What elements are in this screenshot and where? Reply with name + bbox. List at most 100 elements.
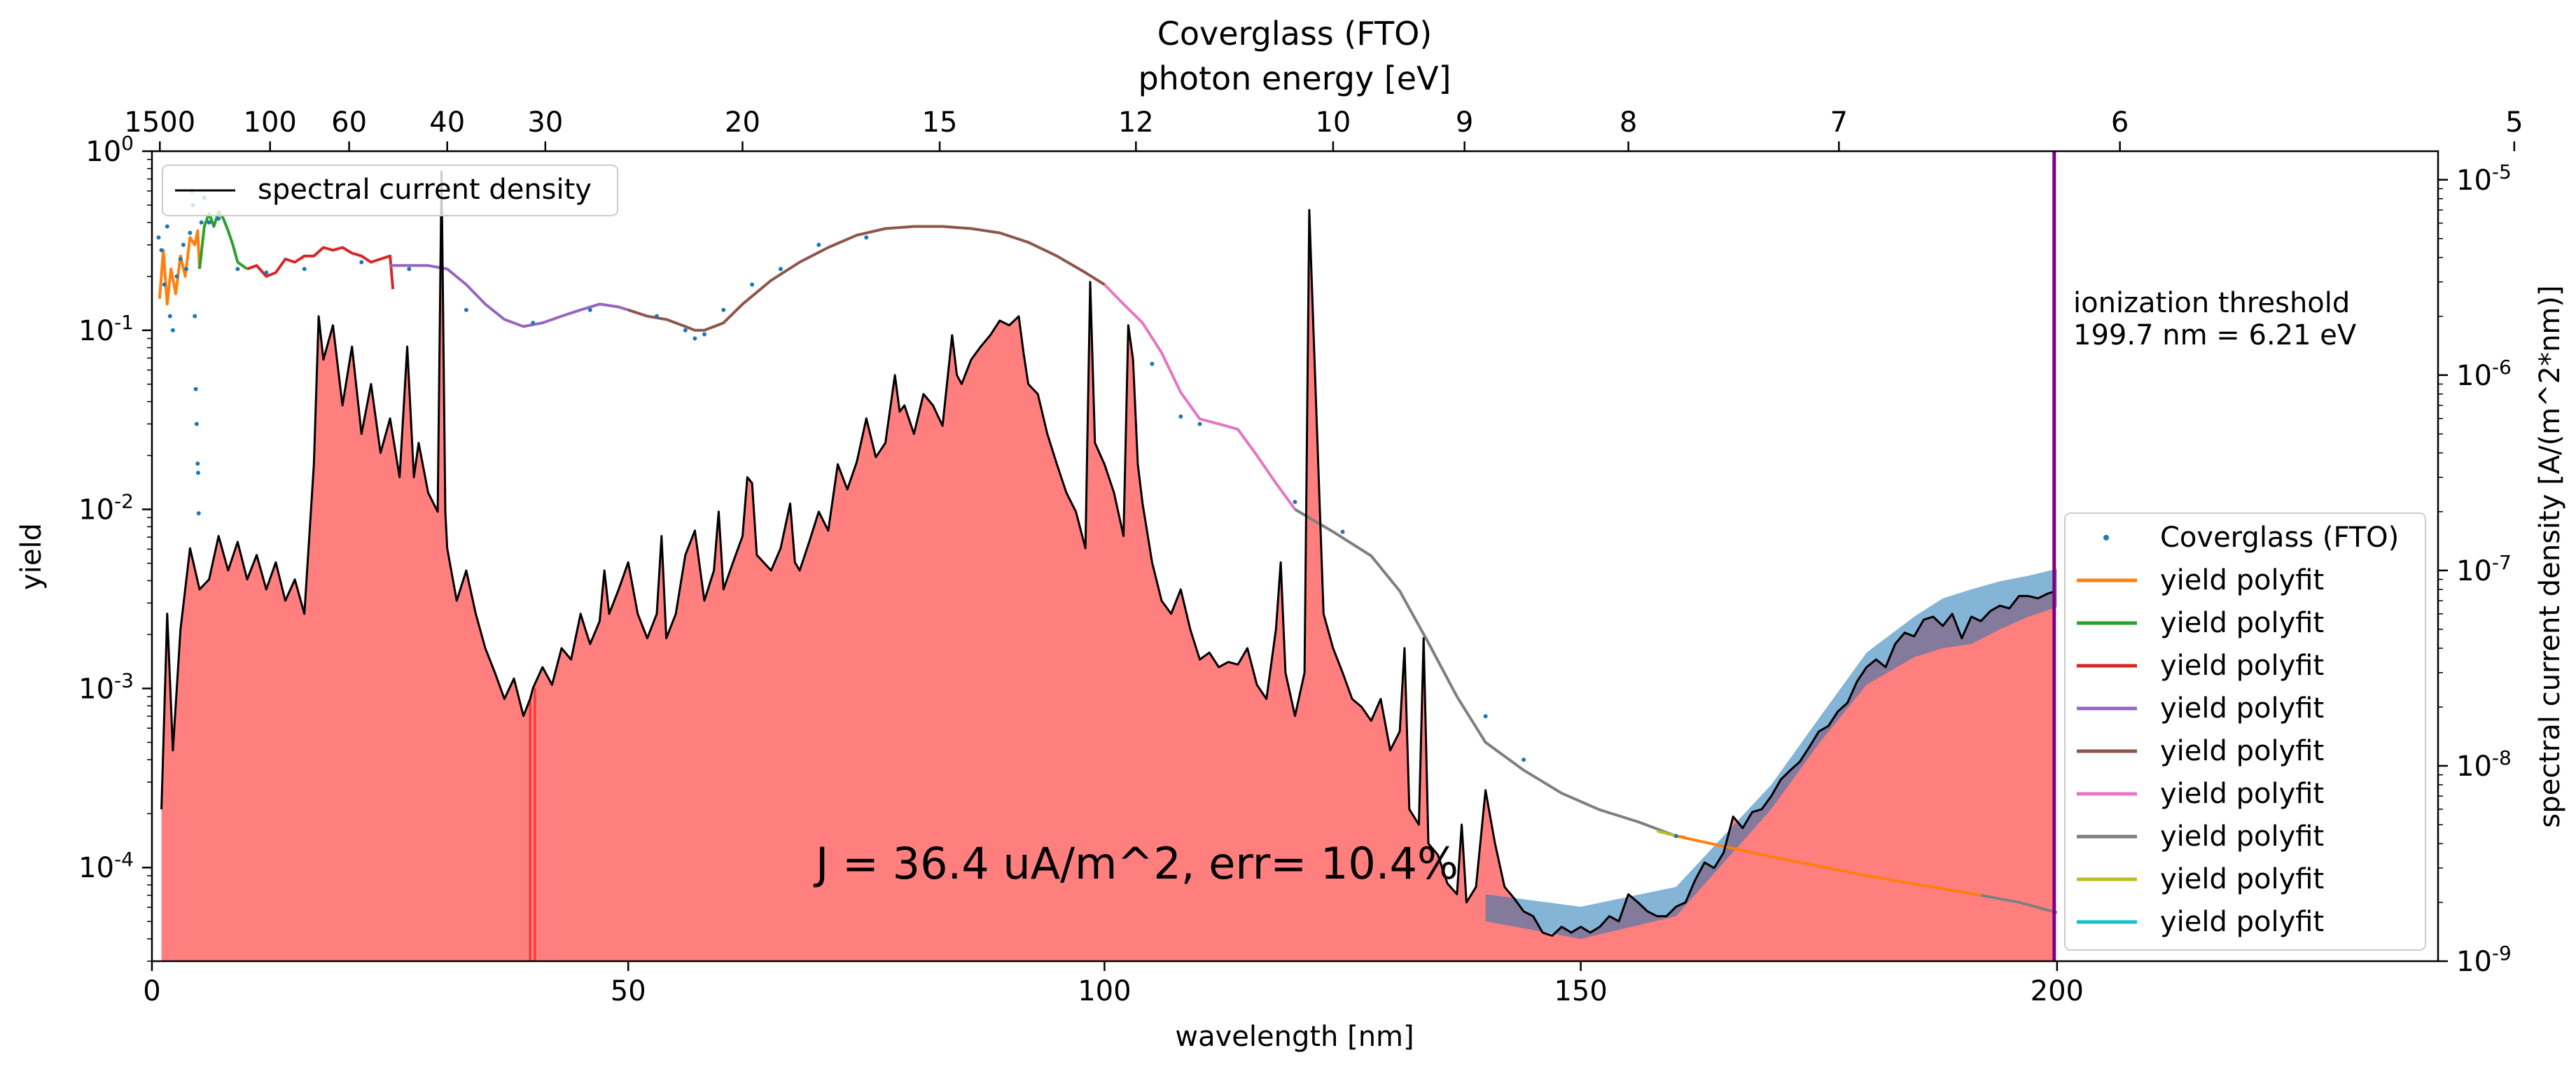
coverglass-data-point	[302, 267, 307, 272]
annotation-text: J = 36.4 uA/m^2, err= 10.4%	[813, 838, 1458, 889]
coverglass-data-point	[778, 267, 783, 272]
yield-polyfit-line-1	[158, 229, 201, 306]
extrapolation-orange-line	[1676, 834, 1982, 897]
coverglass-data-point	[196, 511, 201, 516]
yield-polyfit-line-2	[198, 210, 249, 270]
legend-label: yield polyfit	[2160, 778, 2324, 810]
coverglass-data-point	[188, 230, 193, 235]
spectral-current-line	[160, 170, 2055, 937]
coverglass-data-point	[407, 267, 412, 272]
chart-title: Coverglass (FTO)	[1157, 15, 1432, 53]
top-tick-label: 10	[1315, 106, 1351, 139]
top-tick-label: 5	[2505, 106, 2523, 139]
top-tick-label: 60	[331, 106, 367, 139]
coverglass-data-point	[683, 328, 688, 333]
threshold-label-line1: ionization threshold	[2073, 287, 2350, 319]
coverglass-data-point	[1483, 714, 1488, 719]
top-tick-label: 100	[244, 106, 297, 139]
legend-label: yield polyfit	[2160, 607, 2324, 639]
legend-label: yield polyfit	[2160, 692, 2324, 725]
x-tick-label: 50	[611, 975, 646, 1007]
top-tick-label: 1500	[124, 106, 195, 139]
spectral-current-fill	[161, 172, 2054, 962]
coverglass-data-point	[1340, 529, 1345, 534]
coverglass-data-point	[216, 216, 221, 221]
left-tick-label: 10-4	[78, 848, 134, 884]
coverglass-data-point	[1522, 757, 1526, 762]
series-layer	[158, 170, 2058, 937]
legend-label: yield polyfit	[2160, 906, 2324, 938]
threshold-label-line2: 199.7 nm = 6.21 eV	[2073, 319, 2357, 351]
coverglass-data-point	[199, 220, 204, 225]
coverglass-data-point	[178, 257, 183, 261]
top-tick-label: 15	[922, 106, 958, 139]
coverglass-data-point	[235, 267, 240, 272]
top-tick-label: 8	[1620, 106, 1637, 139]
legend-label: yield polyfit	[2160, 564, 2324, 596]
coverglass-data-point	[207, 220, 211, 225]
top-tick-label: 40	[429, 106, 465, 139]
legend-label: Coverglass (FTO)	[2160, 522, 2399, 554]
left-tick-label: 10-1	[78, 311, 134, 347]
coverglass-data-point	[721, 307, 726, 312]
coverglass-data-point	[702, 332, 706, 337]
coverglass-data-point	[1178, 414, 1183, 419]
coverglass-data-point	[195, 461, 200, 466]
coverglass-data-point	[692, 336, 697, 341]
legend-bottom-right: Coverglass (FTO) yield polyfit yield polyf…	[2064, 512, 2426, 951]
legend-swatch-coverglass	[2103, 535, 2109, 540]
legend-bottom-right-box	[2064, 512, 2426, 951]
coverglass-data-point	[159, 248, 164, 253]
legend-label: yield polyfit	[2160, 863, 2324, 895]
coverglass-data-point	[196, 470, 200, 475]
legend-top-left: spectral current density	[162, 165, 618, 216]
legend-label: yield polyfit	[2160, 650, 2324, 682]
right-tick-label: 10-9	[2456, 942, 2512, 978]
yield-polyfit-line-5	[627, 225, 1106, 332]
legend-label-spectral-current-density: spectral current density	[258, 174, 592, 206]
coverglass-data-point	[264, 270, 269, 275]
coverglass-data-point	[1197, 421, 1202, 426]
x-tick-label: 200	[2031, 975, 2084, 1007]
right-tick-label: 10-5	[2456, 160, 2512, 197]
coverglass-data-point	[167, 314, 172, 319]
top-tick-label: 20	[725, 106, 760, 139]
coverglass-data-point	[184, 267, 188, 272]
coverglass-data-point	[193, 314, 197, 319]
left-tick-label: 10-3	[78, 669, 134, 705]
right-axis-label: spectral current density [A/(m^2*nm)]	[2534, 285, 2566, 827]
coverglass-data-point	[194, 421, 199, 426]
coverglass-data-point	[165, 224, 169, 229]
right-tick-label: 10-8	[2456, 746, 2512, 783]
coverglass-data-point	[1673, 834, 1678, 839]
plot-frame	[151, 150, 2439, 963]
yield-polyfit-line-4	[390, 264, 629, 328]
left-tick-label: 10-2	[78, 490, 134, 526]
coverglass-data-point	[193, 386, 198, 391]
coverglass-data-point	[587, 307, 592, 312]
coverglass-data-point	[156, 235, 161, 240]
legend-label: yield polyfit	[2160, 735, 2324, 767]
left-tick-label: 100	[85, 132, 134, 168]
coverglass-data-point	[1150, 361, 1155, 366]
x-tick-label: 100	[1078, 975, 1131, 1007]
top-tick-label: 12	[1118, 106, 1154, 139]
top-tick-label: 7	[1830, 106, 1848, 139]
extrapolation-gray-line	[1980, 893, 2058, 914]
scatter-layer	[156, 188, 1678, 839]
yield-polyfit-line-7	[1294, 508, 1677, 838]
x-tick-label: 0	[143, 975, 160, 1007]
x-axis-label: wavelength [nm]	[1175, 1021, 1414, 1053]
right-tick-label: 10-7	[2456, 551, 2512, 587]
coverglass-data-point	[162, 282, 167, 287]
legend-top-left-box	[162, 165, 618, 216]
top-tick-label: 9	[1456, 106, 1473, 139]
coverglass-data-point	[816, 242, 821, 247]
coverglass-data-point	[864, 235, 869, 240]
coverglass-data-point	[359, 260, 364, 265]
coverglass-data-point	[170, 328, 175, 333]
left-axis-label: yield	[15, 523, 48, 590]
